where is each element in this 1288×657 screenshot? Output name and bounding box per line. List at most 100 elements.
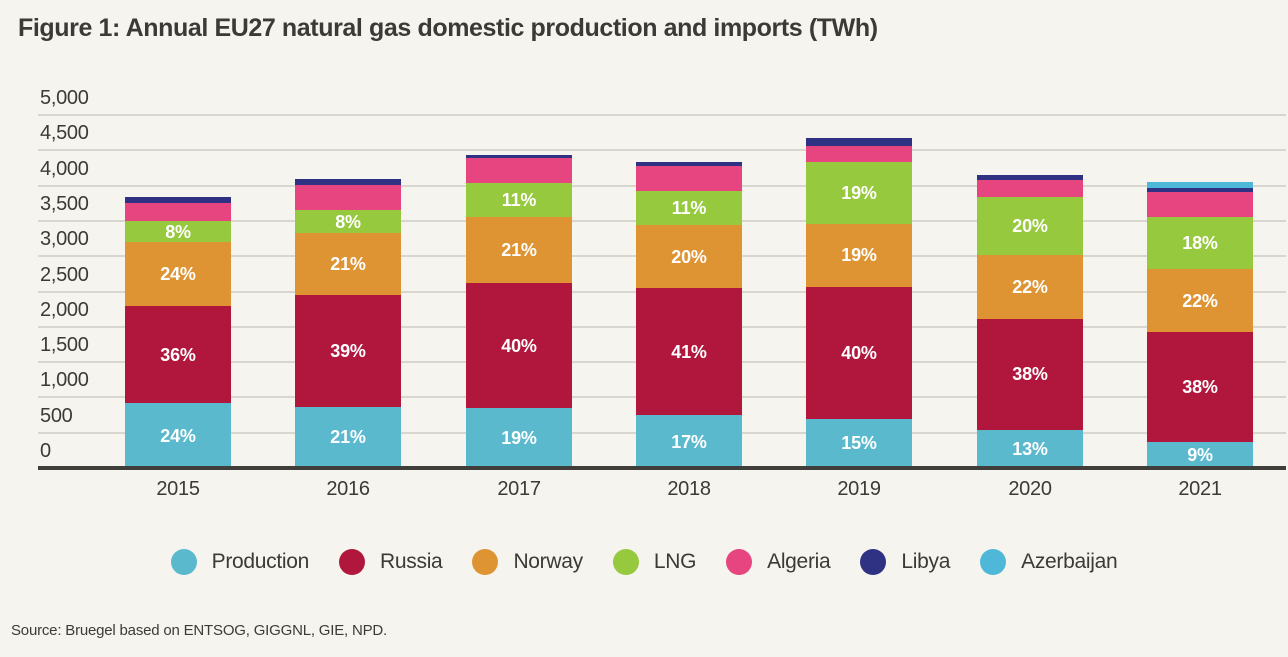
legend-item-production: Production <box>170 549 309 575</box>
bar-segment-label: 20% <box>1012 215 1048 236</box>
bar-segment-lng-2019: 19% <box>806 161 912 224</box>
bar-segment-russia-2018: 41% <box>636 288 742 416</box>
bar-segment-algeria-2017 <box>466 158 572 184</box>
stacked-bar-2018: 17% 41% 20% 11% <box>636 162 742 468</box>
legend-dot-libya <box>860 549 887 575</box>
bar-segment-label: 22% <box>1182 290 1218 311</box>
x-axis-tick-label-2019: 2019 <box>837 478 881 500</box>
bar-segment-libya-2018 <box>636 162 742 166</box>
bar-segment-label: 40% <box>841 342 877 363</box>
bar-segment-norway-2017: 21% <box>466 217 572 283</box>
bar-segment-label: 13% <box>1012 438 1048 459</box>
bar-segment-production-2020: 13% <box>977 429 1083 468</box>
legend-item-lng: LNG <box>612 549 697 575</box>
bar-segment-libya-2015 <box>125 196 231 203</box>
y-axis-tick-label-2500: 2,500 <box>40 263 89 286</box>
chart-legend: Production Russia Norway LNG Algeria Libya Aze… <box>0 549 1288 575</box>
gridline-4500 <box>38 149 1286 152</box>
bar-segment-label: 8% <box>335 211 361 232</box>
bar-segment-libya-2017 <box>466 155 572 159</box>
bar-segment-norway-2019: 19% <box>806 223 912 287</box>
legend-item-libya: Libya <box>860 549 950 575</box>
bar-segment-libya-2019 <box>806 138 912 146</box>
bar-segment-label: 19% <box>501 428 537 449</box>
bar-segment-production-2015: 24% <box>125 403 231 468</box>
bar-segment-label: 22% <box>1012 276 1048 297</box>
bar-segment-libya-2020 <box>977 174 1083 181</box>
bar-segment-algeria-2021 <box>1147 192 1253 218</box>
bar-segment-lng-2021: 18% <box>1147 217 1253 270</box>
bar-segment-label: 38% <box>1012 364 1048 385</box>
legend-item-algeria: Algeria <box>726 549 831 575</box>
bar-segment-label: 24% <box>160 425 196 446</box>
bar-segment-production-2017: 19% <box>466 408 572 468</box>
legend-dot-lng <box>612 549 639 575</box>
x-axis-baseline <box>38 466 1286 470</box>
x-axis-tick-label-2017: 2017 <box>497 478 541 500</box>
stacked-bar-2020: 13% 38% 22% 20% <box>977 174 1083 468</box>
bar-segment-norway-2018: 20% <box>636 225 742 289</box>
stacked-bar-2017: 19% 40% 21% 11% <box>466 155 572 468</box>
bar-segment-russia-2019: 40% <box>806 286 912 419</box>
stacked-bar-2021: 9% 38% 22% 18% <box>1147 181 1253 468</box>
chart-title: Figure 1: Annual EU27 natural gas domest… <box>18 14 878 42</box>
bar-segment-label: 40% <box>501 335 537 356</box>
legend-label-azerbaijan: Azerbaijan <box>1021 550 1118 573</box>
legend-label-lng: LNG <box>653 550 697 573</box>
bar-segment-label: 19% <box>841 182 877 203</box>
bar-segment-lng-2020: 20% <box>977 196 1083 255</box>
y-axis-tick-label-5000: 5,000 <box>40 87 89 109</box>
y-axis-tick-label-2000: 2,000 <box>40 298 89 321</box>
bar-segment-norway-2020: 22% <box>977 254 1083 320</box>
y-axis-tick-label-1500: 1,500 <box>40 334 89 357</box>
bar-segment-lng-2016: 8% <box>295 209 401 234</box>
bar-segment-label: 8% <box>165 221 191 242</box>
bar-segment-production-2018: 17% <box>636 415 742 468</box>
bar-segment-label: 11% <box>501 190 537 211</box>
legend-item-azerbaijan: Azerbaijan <box>980 549 1118 575</box>
bar-segment-label: 36% <box>160 344 196 365</box>
bar-segment-label: 21% <box>330 427 366 448</box>
source-note: Source: Bruegel based on ENTSOG, GIGGNL,… <box>11 622 387 639</box>
plot-area: 0 500 1,000 1,500 2,000 2,500 3,000 3,500 4,000 4… <box>38 87 1286 500</box>
bar-segment-norway-2016: 21% <box>295 233 401 295</box>
bar-segment-label: 38% <box>1182 377 1218 398</box>
bar-segment-algeria-2018 <box>636 165 742 191</box>
bar-segment-label: 11% <box>671 197 707 218</box>
legend-item-russia: Russia <box>339 549 443 575</box>
legend-label-norway: Norway <box>513 550 583 573</box>
x-axis-tick-label-2021: 2021 <box>1178 478 1222 500</box>
stacked-bar-2019: 15% 40% 19% 19% <box>806 138 912 468</box>
bar-segment-label: 9% <box>1187 444 1213 465</box>
bar-segment-russia-2016: 39% <box>295 294 401 407</box>
bar-segment-lng-2018: 11% <box>636 190 742 226</box>
legend-dot-norway <box>472 549 499 575</box>
legend-label-russia: Russia <box>380 550 443 573</box>
bar-segment-production-2019: 15% <box>806 418 912 468</box>
bar-segment-libya-2021 <box>1147 188 1253 192</box>
y-axis-tick-label-4000: 4,000 <box>40 157 89 180</box>
x-axis-tick-label-2016: 2016 <box>326 478 370 500</box>
y-axis-tick-label-0: 0 <box>40 440 51 462</box>
y-axis-tick-label-4500: 4,500 <box>40 122 89 145</box>
bar-segment-production-2016: 21% <box>295 406 401 468</box>
bar-segment-lng-2017: 11% <box>466 183 572 218</box>
x-axis-tick-label-2015: 2015 <box>156 478 200 500</box>
bar-segment-algeria-2015 <box>125 202 231 221</box>
bar-segment-label: 19% <box>841 245 877 266</box>
legend-dot-production <box>170 549 197 575</box>
bar-segment-label: 15% <box>841 433 877 454</box>
legend-dot-azerbaijan <box>980 549 1007 575</box>
stacked-bar-2015: 24% 36% 24% 8% <box>125 196 231 468</box>
bar-segment-norway-2015: 24% <box>125 242 231 306</box>
y-axis-tick-label-500: 500 <box>40 404 73 427</box>
bar-segment-production-2021: 9% <box>1147 441 1253 468</box>
gridline-5000 <box>38 114 1286 116</box>
bar-segment-libya-2016 <box>295 179 401 185</box>
bar-segment-algeria-2019 <box>806 145 912 162</box>
bar-segment-label: 21% <box>501 239 537 260</box>
legend-label-libya: Libya <box>901 550 951 573</box>
bar-segment-russia-2021: 38% <box>1147 332 1253 442</box>
bar-segment-label: 17% <box>671 431 707 452</box>
bar-segment-norway-2021: 22% <box>1147 269 1253 333</box>
